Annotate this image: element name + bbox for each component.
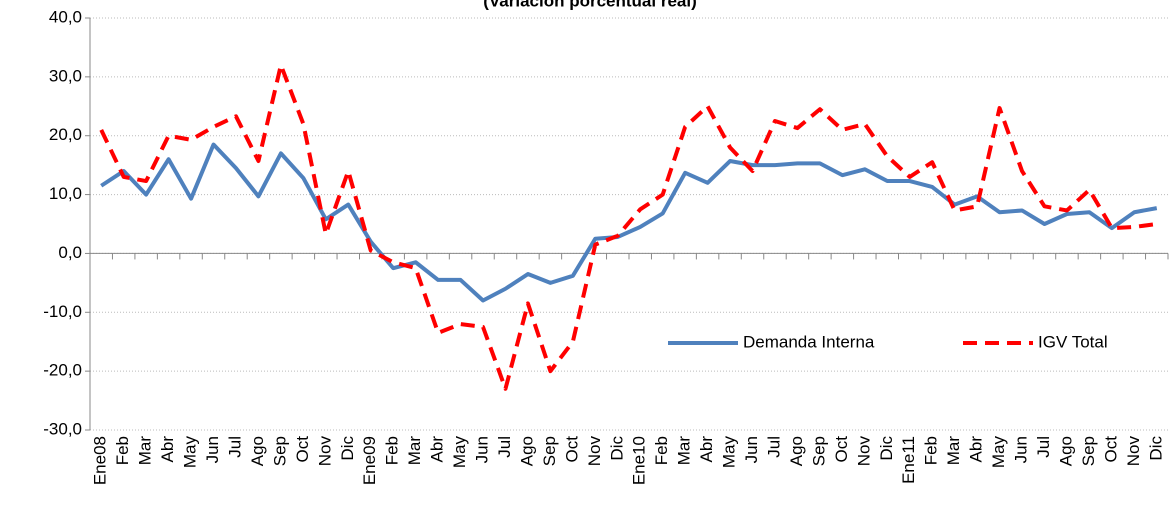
y-tick-label: 0,0 — [58, 243, 82, 262]
x-tick-label: Abr — [428, 436, 447, 463]
x-tick-label: Sep — [1079, 436, 1098, 466]
series-line — [99, 63, 1158, 391]
x-tick-label: Jun — [203, 436, 222, 463]
x-tick-label: Jul — [225, 436, 244, 458]
x-tick-label: Mar — [944, 436, 963, 466]
legend-label: Demanda Interna — [743, 332, 875, 351]
x-tick-label: Ago — [248, 436, 267, 466]
y-tick-label: 40,0 — [49, 7, 82, 26]
x-tick-label: Nov — [854, 436, 873, 467]
x-tick-label: Sep — [270, 436, 289, 466]
x-tick-label: Mar — [675, 436, 694, 466]
x-tick-label: Mar — [136, 436, 155, 466]
x-tick-label: Ene11 — [899, 436, 918, 484]
x-tick-label: Sep — [540, 436, 559, 466]
x-tick-label: Jul — [1034, 436, 1053, 458]
x-tick-label: Jun — [1012, 436, 1031, 463]
x-tick-label: Ago — [787, 436, 806, 466]
x-tick-label: May — [450, 436, 469, 469]
x-tick-label: Dic — [877, 436, 896, 461]
x-tick-label: Nov — [1124, 436, 1143, 467]
x-tick-label: May — [720, 436, 739, 469]
x-tick-label: Nov — [585, 436, 604, 467]
x-tick-label: Jul — [764, 436, 783, 458]
y-tick-label: 20,0 — [49, 125, 82, 144]
x-tick-label: Dic — [1146, 436, 1165, 461]
x-tick-label: Ene10 — [630, 436, 649, 485]
x-tick-label: Ene09 — [360, 436, 379, 485]
x-tick-label: Ene08 — [91, 436, 110, 485]
x-tick-label: Oct — [562, 436, 581, 463]
x-tick-label: May — [989, 436, 1008, 469]
series-line — [100, 142, 1158, 303]
x-tick-label: Jun — [473, 436, 492, 463]
y-tick-label: -30,0 — [43, 419, 82, 438]
y-tick-label: 30,0 — [49, 66, 82, 85]
x-tick-label: Sep — [809, 436, 828, 466]
x-tick-label: Abr — [967, 436, 986, 463]
x-tick-label: Feb — [922, 436, 941, 465]
x-tick-label: Ago — [1056, 436, 1075, 466]
x-tick-label: Oct — [1101, 436, 1120, 463]
legend-label: IGV Total — [1038, 332, 1108, 351]
x-tick-label: Dic — [607, 436, 626, 461]
y-tick-label: -20,0 — [43, 361, 82, 380]
y-tick-label: -10,0 — [43, 302, 82, 321]
x-tick-label: Ago — [517, 436, 536, 466]
y-tick-label: 10,0 — [49, 184, 82, 203]
x-tick-label: Feb — [383, 436, 402, 465]
x-tick-label: Dic — [338, 436, 357, 461]
x-tick-label: Feb — [652, 436, 671, 465]
chart-subtitle: (Variación porcentual real) — [483, 0, 697, 10]
x-tick-label: Oct — [293, 436, 312, 463]
x-tick-label: Abr — [158, 436, 177, 463]
x-tick-label: Nov — [315, 436, 334, 467]
x-tick-label: Jul — [495, 436, 514, 458]
x-tick-label: Feb — [113, 436, 132, 465]
x-tick-label: Jun — [742, 436, 761, 463]
x-tick-label: May — [181, 436, 200, 469]
x-tick-label: Abr — [697, 436, 716, 463]
x-tick-label: Oct — [832, 436, 851, 463]
x-tick-label: Mar — [405, 436, 424, 466]
